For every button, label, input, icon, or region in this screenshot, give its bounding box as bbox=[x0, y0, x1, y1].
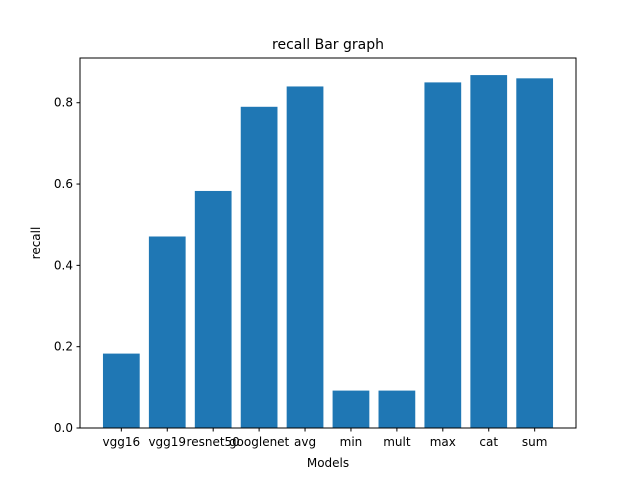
bar-cat bbox=[470, 75, 508, 429]
bars-group bbox=[102, 75, 554, 429]
bar-sum bbox=[516, 78, 554, 428]
x-axis-label: Models bbox=[307, 456, 349, 470]
x-tick-label-vgg16: vgg16 bbox=[103, 435, 141, 449]
x-tick-label-mult: mult bbox=[383, 435, 411, 449]
x-tick-label-vgg19: vgg19 bbox=[148, 435, 186, 449]
plot-area-frame bbox=[79, 57, 577, 429]
bar-min bbox=[332, 390, 370, 428]
x-tick-label-cat: cat bbox=[479, 435, 498, 449]
y-axis-label: recall bbox=[29, 227, 43, 260]
x-tick-label-googlenet: googlenet bbox=[229, 435, 290, 449]
bar-vgg16 bbox=[102, 353, 140, 428]
x-tick-label-sum: sum bbox=[522, 435, 548, 449]
y-tick-label: 0.2 bbox=[54, 340, 73, 354]
chart-title: recall Bar graph bbox=[272, 37, 384, 53]
bar-vgg19 bbox=[148, 236, 186, 428]
x-tick-label-avg: avg bbox=[294, 435, 316, 449]
y-tick-label: 0.6 bbox=[54, 177, 73, 191]
y-tick-label: 0.0 bbox=[54, 421, 73, 435]
bar-googlenet bbox=[240, 106, 278, 429]
bar-avg bbox=[286, 86, 324, 428]
x-tick-label-max: max bbox=[430, 435, 456, 449]
x-tick-label-min: min bbox=[340, 435, 363, 449]
y-tick-label: 0.8 bbox=[54, 96, 73, 110]
bar-max bbox=[424, 82, 462, 429]
y-tick-label: 0.4 bbox=[54, 258, 73, 272]
bar-resnet50 bbox=[194, 190, 232, 428]
bar-mult bbox=[378, 390, 416, 428]
x-tick-label-resnet50: resnet50 bbox=[187, 435, 240, 449]
y-axis-ticks: 0.0 0.2 0.4 0.6 0.8 bbox=[54, 96, 80, 435]
